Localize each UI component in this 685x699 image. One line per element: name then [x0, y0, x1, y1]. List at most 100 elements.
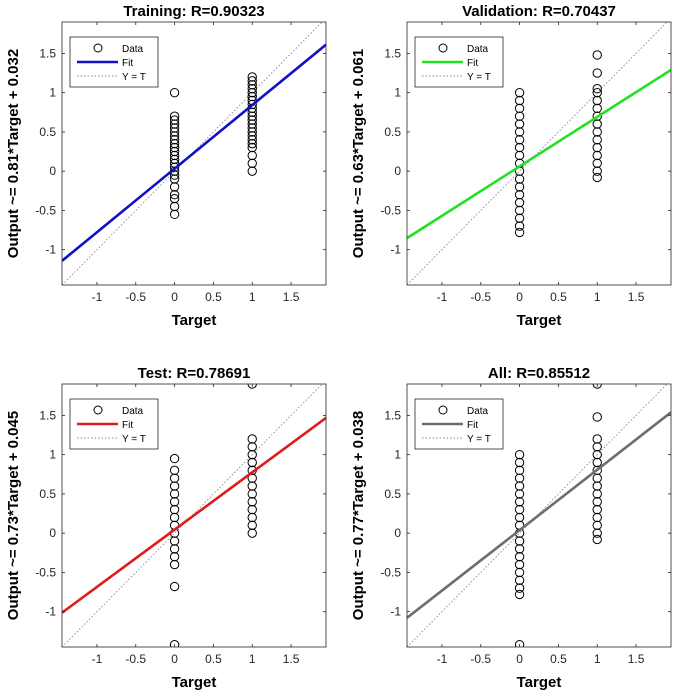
x-tick-label: -0.5 — [125, 652, 146, 666]
identity-line — [62, 22, 323, 285]
x-tick-label: -1 — [92, 290, 103, 304]
data-point-t0-4 — [514, 197, 525, 208]
data-point-t1-14 — [592, 412, 602, 422]
y-tick-label: -0.5 — [35, 203, 56, 217]
data-point-t1-2 — [247, 150, 257, 161]
legend-fit-label: Fit — [122, 58, 133, 69]
data-point-t1-0 — [592, 172, 602, 183]
y-tick-label: -1 — [45, 243, 56, 257]
data-point-t0-13 — [169, 473, 180, 483]
data-point-t0-2 — [169, 193, 180, 204]
legend: Data Fit Y = T — [69, 36, 159, 88]
data-point-t0-19 — [169, 119, 180, 129]
data-point-t1-3 — [247, 142, 257, 153]
data-point-t0-2 — [169, 559, 180, 570]
data-point-t0-0 — [169, 209, 180, 220]
x-tick-label: 0 — [171, 652, 178, 666]
legend-fit-label: Fit — [467, 420, 478, 431]
data-point-t0-18 — [169, 123, 180, 133]
data-point-t0-8 — [169, 162, 180, 172]
data-point-t1-10 — [247, 115, 257, 125]
data-point-t0-15 — [514, 111, 525, 121]
data-point-t0-10 — [169, 154, 180, 165]
legend-data-marker — [438, 405, 448, 415]
data-point-t1-1 — [247, 158, 257, 169]
data-point-t1-10 — [592, 95, 602, 106]
y-axis-label: Output ~= 0.63*Target + 0.061 — [350, 49, 367, 258]
subplot-2: -1 -0.5 0 0.5 1 1.5 -1 -0.5 0 0.5 1 1.5 Validation: … — [350, 3, 672, 329]
y-tick-label: -1 — [390, 243, 401, 257]
data-point-t0-2 — [514, 213, 525, 223]
x-tick-label: 0 — [516, 290, 523, 304]
data-point-t1-9 — [592, 465, 602, 476]
y-axis-label: Output ~= 0.77*Target + 0.038 — [350, 411, 367, 620]
x-axis-label: Target — [172, 312, 217, 329]
x-tick-label: 0.5 — [205, 652, 222, 666]
legend-fit-label: Fit — [122, 420, 133, 431]
data-point-t0-8 — [169, 512, 180, 523]
legend-identity-label: Y = T — [122, 434, 146, 445]
data-point-t0-6 — [169, 170, 180, 180]
data-point-t1-4 — [247, 497, 257, 507]
plot-content — [407, 22, 671, 285]
data-point-t1-6 — [592, 127, 602, 137]
y-axis-label: Output ~= 0.73*Target + 0.045 — [5, 411, 22, 620]
y-tick-label: 1 — [394, 86, 401, 100]
subplot-4: -1 -0.5 0 0.5 1 1.5 -1 -0.5 0 0.5 1 1.5 All: R=0.855… — [350, 365, 672, 691]
y-tick-label: 1 — [49, 448, 56, 462]
data-point-t0-16 — [514, 473, 525, 483]
x-tick-label: -0.5 — [125, 290, 146, 304]
legend-fit-label: Fit — [467, 58, 478, 69]
identity-line — [407, 22, 668, 285]
legend: Data Fit Y = T — [69, 398, 159, 450]
data-point-t0-6 — [514, 552, 525, 562]
data-point-t0-14 — [514, 119, 525, 129]
legend-data-label: Data — [467, 44, 489, 55]
x-tick-label: 0.5 — [205, 290, 222, 304]
data-point-t0-15 — [169, 453, 180, 464]
data-point-t0-22 — [169, 87, 180, 98]
fit-line — [62, 416, 326, 614]
y-tick-label: -0.5 — [35, 565, 56, 579]
data-point-t1-0 — [247, 528, 257, 538]
plot-title: Training: R=0.90323 — [123, 3, 264, 20]
data-point-t0-15 — [514, 481, 525, 491]
data-point-t0-3 — [169, 190, 180, 200]
data-point-t1-1 — [592, 528, 602, 538]
x-tick-label: -1 — [92, 652, 103, 666]
data-point-t1-16 — [247, 91, 257, 102]
data-point-t0-12 — [514, 135, 525, 145]
data-point-t1-11 — [592, 449, 602, 460]
data-point-t0-14 — [514, 489, 525, 499]
data-point-t0-13 — [169, 142, 180, 153]
data-point-t0-14 — [169, 465, 180, 476]
data-point-t1-12 — [247, 107, 257, 117]
data-point-t1-4 — [247, 138, 257, 149]
y-tick-label: -0.5 — [380, 565, 401, 579]
y-tick-label: 1 — [49, 86, 56, 100]
data-point-t1-3 — [592, 512, 602, 523]
data-point-t1-0 — [247, 166, 257, 176]
x-tick-label: 1.5 — [283, 290, 300, 304]
x-axis-label: Target — [517, 312, 562, 329]
data-point-t0-2 — [514, 583, 525, 593]
x-axis-label: Target — [172, 674, 217, 691]
y-tick-label: 0.5 — [384, 125, 401, 139]
data-point-t1-17 — [247, 87, 257, 98]
data-point-t1-7 — [592, 481, 602, 491]
y-tick-label: 1.5 — [39, 46, 56, 60]
data-point-t0-11 — [169, 489, 180, 499]
y-tick-label: 0 — [49, 526, 56, 540]
data-point-t0-13 — [514, 497, 525, 507]
data-point-t1-18 — [247, 84, 257, 94]
data-point-t0-5 — [169, 536, 180, 546]
data-point-t1-2 — [592, 158, 602, 169]
axes-frame — [406, 21, 672, 286]
data-point-t1-13 — [592, 434, 602, 444]
x-tick-label: 0.5 — [550, 290, 567, 304]
data-point-t0-21 — [169, 111, 180, 121]
data-point-t1-6 — [247, 481, 257, 491]
data-point-t1-3 — [592, 150, 602, 161]
data-point-t1-4 — [592, 142, 602, 153]
data-point-t1-11 — [592, 87, 602, 98]
